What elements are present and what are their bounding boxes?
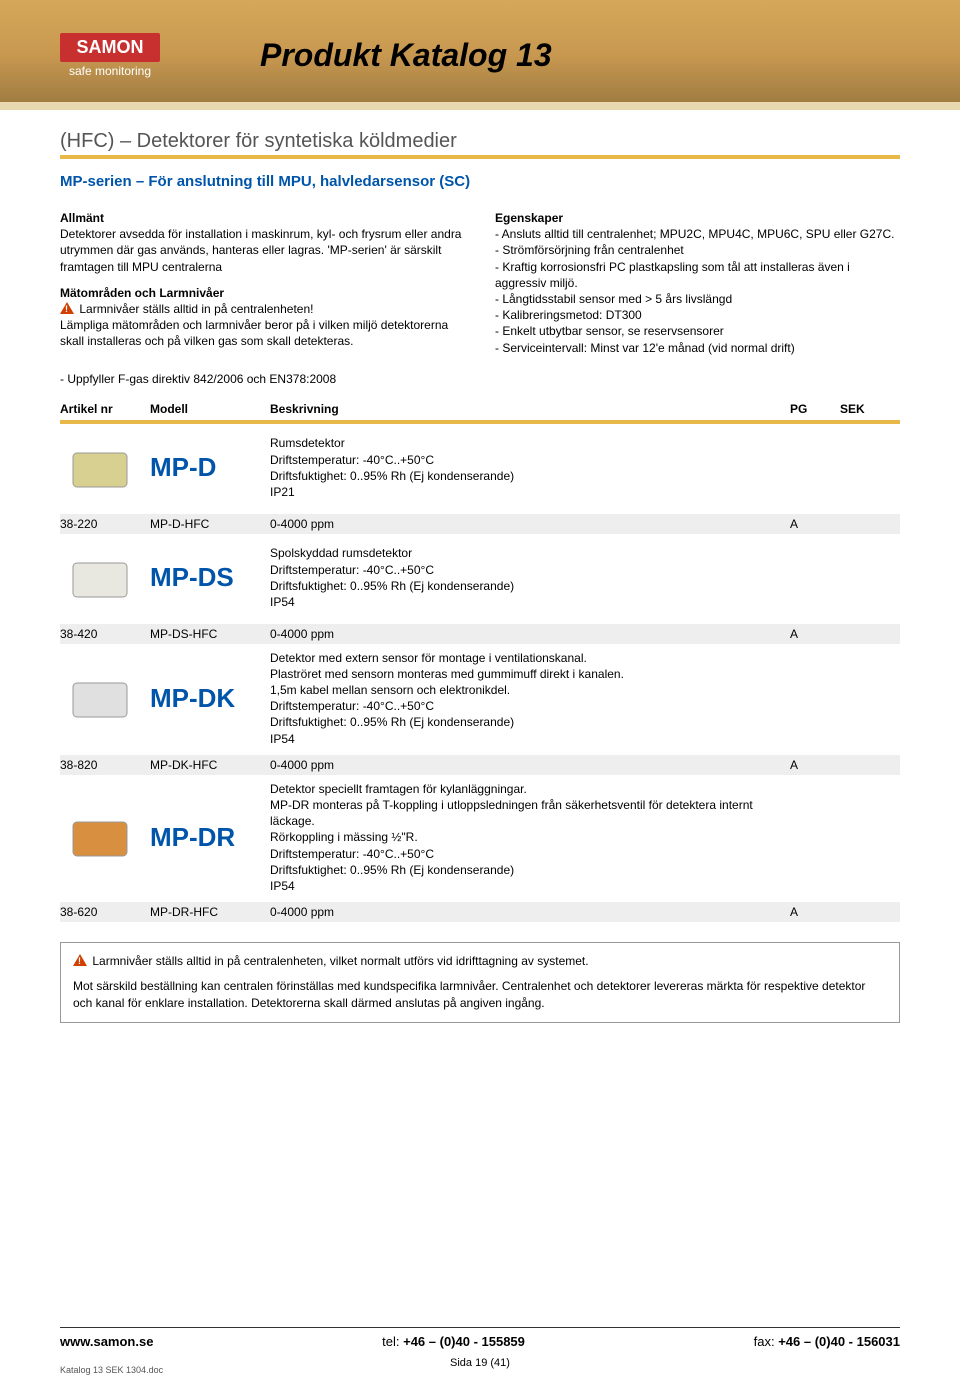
cell-desc: 0-4000 ppm (270, 517, 790, 531)
warn-line: Larmnivåer ställs alltid in på centralen… (60, 301, 465, 317)
footer-tel-label: tel: (382, 1334, 399, 1349)
heading-egenskaper: Egenskaper (495, 210, 900, 226)
egenskaper-item: - Kalibreringsmetod: DT300 (495, 307, 900, 323)
product-group: MP-DRumsdetektor Driftstemperatur: -40°C… (60, 424, 900, 512)
th-model: Modell (150, 402, 270, 416)
model-desc: Rumsdetektor Driftstemperatur: -40°C..+5… (270, 435, 790, 500)
body-matomraden: Lämpliga mätområden och larmnivåer beror… (60, 317, 465, 349)
product-image (60, 660, 150, 736)
product-image (60, 799, 150, 875)
body-allmant: Detektorer avsedda för installation i ma… (60, 226, 465, 275)
cell-artnr: 38-420 (60, 627, 150, 641)
doc-filename: Katalog 13 SEK 1304.doc (60, 1365, 163, 1375)
logo: SAMON safe monitoring (60, 33, 160, 78)
logo-tagline: safe monitoring (60, 62, 160, 78)
heading-allmant: Allmänt (60, 210, 465, 226)
cell-artnr: 38-820 (60, 758, 150, 772)
th-pg: PG (790, 402, 840, 416)
cell-model: MP-DR-HFC (150, 905, 270, 919)
egenskaper-item: - Enkelt utbytbar sensor, se reservsenso… (495, 323, 900, 339)
th-artnr: Artikel nr (60, 402, 150, 416)
note-warn-text: Larmnivåer ställs alltid in på centralen… (92, 954, 588, 968)
table-row: 38-420MP-DS-HFC0-4000 ppmA (60, 624, 900, 644)
note-box: Larmnivåer ställs alltid in på centralen… (60, 942, 900, 1022)
cell-artnr: 38-620 (60, 905, 150, 919)
footer-fax-label: fax: (754, 1334, 775, 1349)
directive-line: - Uppfyller F-gas direktiv 842/2006 och … (60, 372, 900, 386)
egenskaper-item: - Strömförsörjning från centralenhet (495, 242, 900, 258)
left-column: Allmänt Detektorer avsedda för installat… (60, 204, 465, 356)
header-stripe (0, 102, 960, 110)
th-desc: Beskrivning (270, 402, 790, 416)
heading-matomraden: Mätområden och Larmnivåer (60, 285, 465, 301)
section-title: (HFC) – Detektorer för syntetiska köldme… (60, 130, 900, 159)
cell-pg: A (790, 758, 840, 772)
table-body: MP-DRumsdetektor Driftstemperatur: -40°C… (60, 424, 900, 922)
table-row: 38-220MP-D-HFC0-4000 ppmA (60, 514, 900, 534)
egenskaper-item: - Serviceintervall: Minst var 12'e månad… (495, 340, 900, 356)
cell-pg: A (790, 517, 840, 531)
subtitle: MP-serien – För anslutning till MPU, hal… (60, 173, 900, 190)
cell-desc: 0-4000 ppm (270, 627, 790, 641)
cell-artnr: 38-220 (60, 517, 150, 531)
intro-columns: Allmänt Detektorer avsedda för installat… (60, 204, 900, 356)
model-label: MP-DS (150, 562, 270, 593)
page-title: Produkt Katalog 13 (260, 37, 552, 74)
cell-pg: A (790, 627, 840, 641)
egenskaper-item: - Ansluts alltid till centralenhet; MPU2… (495, 226, 900, 242)
product-group: MP-DSSpolskyddad rumsdetektor Driftstemp… (60, 534, 900, 622)
egenskaper-item: - Långtidsstabil sensor med > 5 års livs… (495, 291, 900, 307)
cell-desc: 0-4000 ppm (270, 905, 790, 919)
egenskaper-list: - Ansluts alltid till centralenhet; MPU2… (495, 226, 900, 356)
footer-tel-value: +46 – (0)40 - 155859 (403, 1334, 525, 1349)
model-desc: Detektor speciellt framtagen för kylanlä… (270, 781, 790, 894)
warn-text: Larmnivåer ställs alltid in på centralen… (79, 302, 313, 316)
product-image (60, 540, 150, 616)
table-header: Artikel nr Modell Beskrivning PG SEK (60, 398, 900, 424)
table-row: 38-820MP-DK-HFC0-4000 ppmA (60, 755, 900, 775)
egenskaper-item: - Kraftig korrosionsfri PC plastkapsling… (495, 259, 900, 291)
table-row: 38-620MP-DR-HFC0-4000 ppmA (60, 902, 900, 922)
page: SAMON safe monitoring Produkt Katalog 13… (0, 0, 960, 1379)
product-image (60, 430, 150, 506)
warning-icon (73, 954, 87, 966)
model-label: MP-DR (150, 822, 270, 853)
product-group: MP-DKDetektor med extern sensor för mont… (60, 644, 900, 753)
cell-model: MP-DS-HFC (150, 627, 270, 641)
cell-model: MP-D-HFC (150, 517, 270, 531)
footer-fax: fax: +46 – (0)40 - 156031 (754, 1334, 900, 1349)
content: (HFC) – Detektorer för syntetiska köldme… (0, 110, 960, 1023)
note-body: Mot särskild beställning kan centralen f… (73, 978, 887, 1012)
cell-pg: A (790, 905, 840, 919)
model-label: MP-DK (150, 683, 270, 714)
footer-web-text: www.samon.se (60, 1334, 153, 1349)
note-warn-line: Larmnivåer ställs alltid in på centralen… (73, 953, 887, 970)
right-column: Egenskaper - Ansluts alltid till central… (495, 204, 900, 356)
warning-icon (60, 302, 74, 314)
model-label: MP-D (150, 452, 270, 483)
footer-web: www.samon.se (60, 1334, 153, 1349)
th-sek: SEK (840, 402, 900, 416)
footer-fax-value: +46 – (0)40 - 156031 (778, 1334, 900, 1349)
footer: www.samon.se tel: +46 – (0)40 - 155859 f… (60, 1327, 900, 1349)
cell-model: MP-DK-HFC (150, 758, 270, 772)
model-desc: Spolskyddad rumsdetektor Driftstemperatu… (270, 545, 790, 610)
model-desc: Detektor med extern sensor för montage i… (270, 650, 790, 747)
footer-tel: tel: +46 – (0)40 - 155859 (382, 1334, 525, 1349)
product-group: MP-DRDetektor speciellt framtagen för ky… (60, 775, 900, 900)
header: SAMON safe monitoring Produkt Katalog 13 (0, 0, 960, 110)
cell-desc: 0-4000 ppm (270, 758, 790, 772)
logo-brand: SAMON (60, 33, 160, 62)
